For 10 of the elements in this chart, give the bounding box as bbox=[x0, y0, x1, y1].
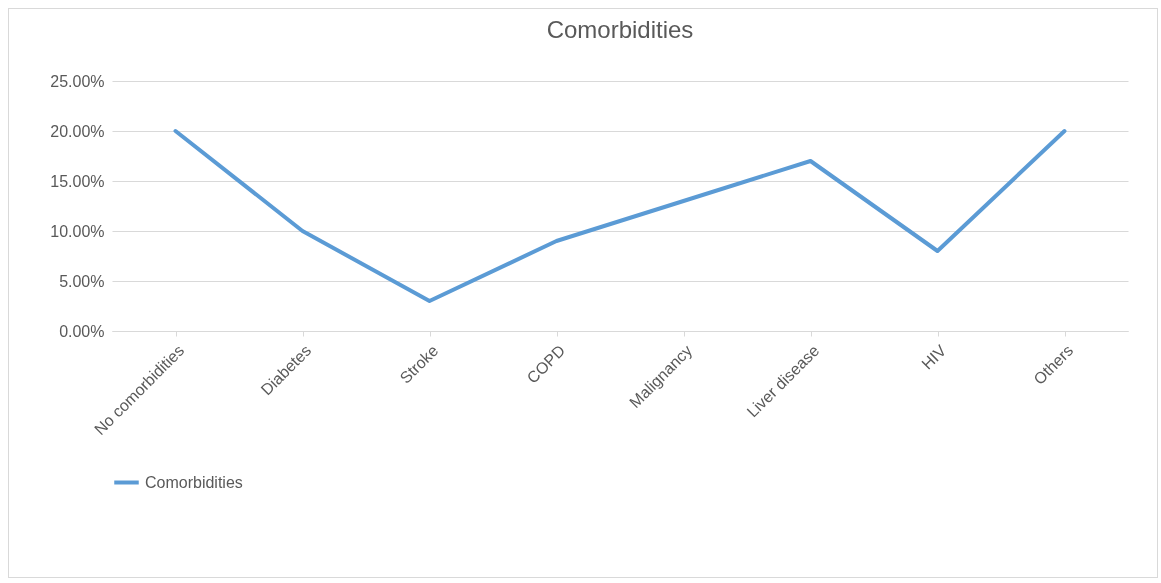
y-tick-label: 15.00% bbox=[50, 172, 105, 190]
y-tick-label: 5.00% bbox=[59, 272, 105, 290]
chart-title: Comorbidities bbox=[546, 16, 694, 43]
y-tick-label: 10.00% bbox=[50, 222, 105, 240]
y-tick-label: 0.00% bbox=[59, 322, 105, 340]
x-tick-label: HIV bbox=[918, 341, 950, 373]
y-tick-label: 20.00% bbox=[50, 122, 105, 140]
line-series bbox=[173, 129, 1067, 303]
y-tick-label: 25.00% bbox=[50, 72, 105, 90]
legend-label: Comorbidities bbox=[145, 473, 243, 491]
